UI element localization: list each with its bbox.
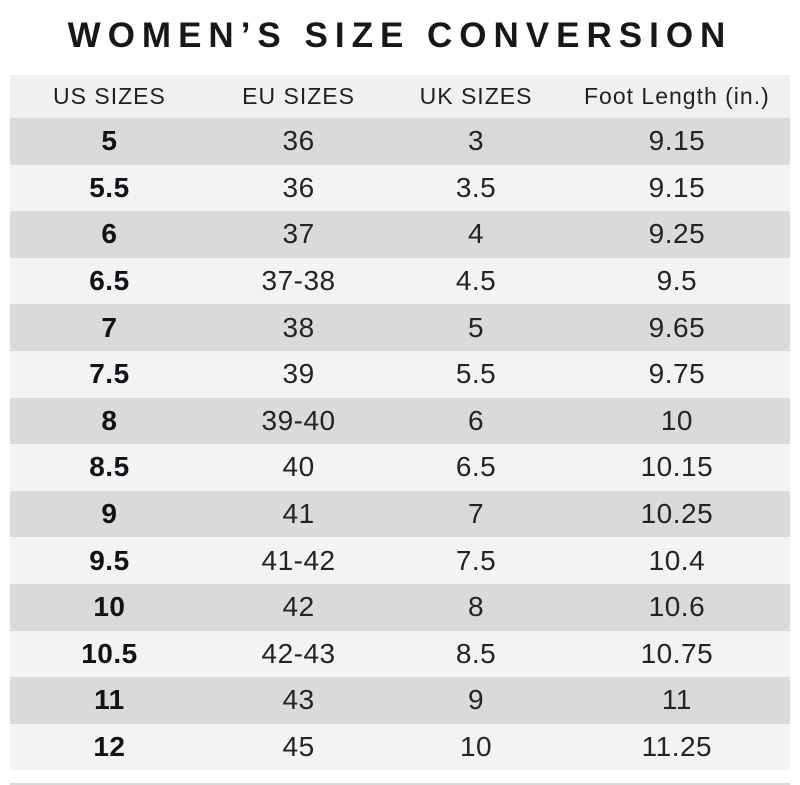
cell-eu-size: 36	[208, 164, 389, 212]
cell-us-size: 8	[10, 397, 209, 445]
cell-foot-length: 9.5	[563, 257, 790, 305]
cell-uk-size: 4.5	[388, 257, 564, 305]
cell-uk-size: 6.5	[388, 444, 564, 491]
table-row: 8.5 40 6.5 10.15	[10, 444, 790, 491]
cell-us-size: 8.5	[10, 444, 209, 491]
cell-uk-size: 3	[388, 118, 564, 165]
cell-eu-size: 39	[208, 350, 389, 398]
cell-us-size: 12	[10, 723, 209, 771]
cell-eu-size: 40	[208, 444, 389, 491]
size-conversion-page: WOMEN’S SIZE CONVERSION US SIZES EU SIZE…	[0, 14, 800, 785]
cell-uk-size: 5.5	[388, 350, 564, 398]
cell-us-size: 9.5	[10, 537, 209, 584]
header-uk-sizes: UK SIZES	[388, 75, 564, 118]
cell-foot-length: 9.75	[563, 350, 790, 398]
cell-us-size: 5.5	[10, 164, 209, 212]
table-row: 8 39-40 6 10	[10, 397, 790, 445]
header-eu-sizes: EU SIZES	[208, 75, 389, 118]
cell-foot-length: 10.75	[563, 630, 790, 678]
cell-eu-size: 39-40	[208, 397, 389, 445]
table-row: 12 45 10 11.25	[10, 723, 790, 771]
cell-foot-length: 10.15	[563, 444, 790, 491]
cell-eu-size: 38	[208, 304, 389, 351]
table-row: 10 42 8 10.6	[10, 583, 790, 631]
table-header-row: US SIZES EU SIZES UK SIZES Foot Length (…	[10, 75, 790, 118]
cell-us-size: 10	[10, 583, 209, 631]
cell-us-size: 5	[10, 118, 209, 165]
table-row: 7.5 39 5.5 9.75	[10, 350, 790, 398]
table-row: 6.5 37-38 4.5 9.5	[10, 257, 790, 305]
cell-uk-size: 4	[388, 211, 564, 258]
table-row: 10.5 42-43 8.5 10.75	[10, 630, 790, 678]
cell-uk-size: 7	[388, 490, 564, 538]
cell-us-size: 6.5	[10, 257, 209, 305]
cell-eu-size: 41-42	[208, 537, 389, 584]
cell-us-size: 11	[10, 677, 209, 724]
cell-uk-size: 7.5	[388, 537, 564, 584]
table-row: 5 36 3 9.15	[10, 118, 790, 165]
cell-eu-size: 43	[208, 677, 389, 724]
cell-us-size: 9	[10, 490, 209, 538]
table-row: 9 41 7 10.25	[10, 490, 790, 538]
cell-foot-length: 10.6	[563, 583, 790, 631]
size-conversion-table: US SIZES EU SIZES UK SIZES Foot Length (…	[10, 75, 790, 771]
cell-us-size: 10.5	[10, 630, 209, 678]
cell-eu-size: 45	[208, 723, 389, 771]
cell-uk-size: 8.5	[388, 630, 564, 678]
table-row: 7 38 5 9.65	[10, 304, 790, 351]
cell-uk-size: 5	[388, 304, 564, 351]
cell-uk-size: 6	[388, 397, 564, 445]
page-title: WOMEN’S SIZE CONVERSION	[67, 16, 733, 55]
cell-foot-length: 9.15	[563, 118, 790, 165]
cell-foot-length: 10	[563, 397, 790, 445]
header-us-sizes: US SIZES	[10, 75, 209, 118]
cell-eu-size: 42-43	[208, 630, 389, 678]
table-row: 9.5 41-42 7.5 10.4	[10, 537, 790, 584]
table-row: 5.5 36 3.5 9.15	[10, 164, 790, 212]
cell-uk-size: 8	[388, 583, 564, 631]
cell-uk-size: 10	[388, 723, 564, 771]
cell-us-size: 7.5	[10, 350, 209, 398]
cell-eu-size: 41	[208, 490, 389, 538]
cell-eu-size: 37	[208, 211, 389, 258]
cell-eu-size: 37-38	[208, 257, 389, 305]
cell-eu-size: 36	[208, 118, 389, 165]
table-row: 6 37 4 9.25	[10, 211, 790, 258]
table-row: 11 43 9 11	[10, 677, 790, 724]
cell-foot-length: 9.65	[563, 304, 790, 351]
header-foot-length: Foot Length (in.)	[563, 75, 790, 118]
cell-foot-length: 9.25	[563, 211, 790, 258]
cell-uk-size: 3.5	[388, 164, 564, 212]
cell-foot-length: 10.25	[563, 490, 790, 538]
cell-uk-size: 9	[388, 677, 564, 724]
cell-foot-length: 9.15	[563, 164, 790, 212]
size-table-body: 5 36 3 9.15 5.5 36 3.5 9.15 6 37 4 9.25 6.5 37-38 4.5 9…	[10, 118, 790, 771]
cell-us-size: 6	[10, 211, 209, 258]
cell-foot-length: 10.4	[563, 537, 790, 584]
cell-foot-length: 11.25	[563, 723, 790, 771]
cell-foot-length: 11	[563, 677, 790, 724]
table-header: US SIZES EU SIZES UK SIZES Foot Length (…	[10, 75, 790, 118]
cell-us-size: 7	[10, 304, 209, 351]
cell-eu-size: 42	[208, 583, 389, 631]
